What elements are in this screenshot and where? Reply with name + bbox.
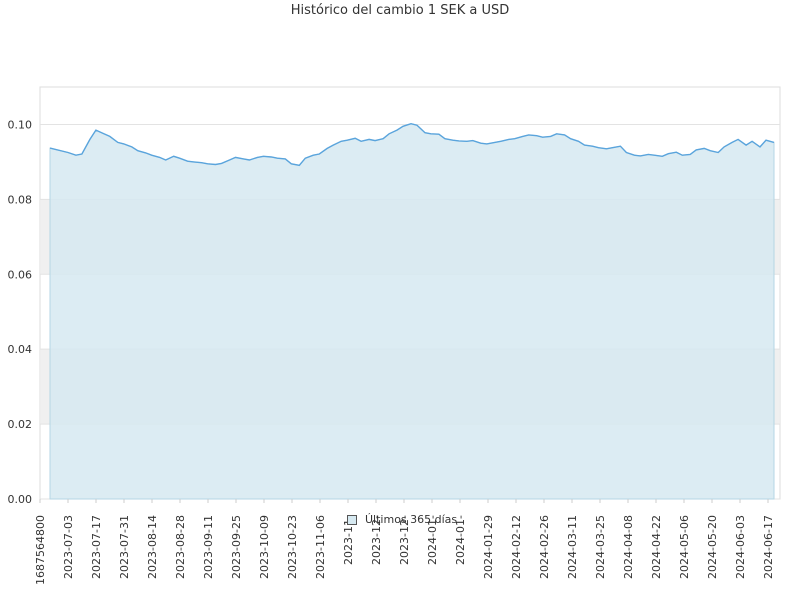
series-area <box>49 123 775 500</box>
x-tick-label: 2023-10-23 <box>286 515 299 579</box>
x-tick-label: 1687564800 <box>34 515 47 585</box>
x-tick-label: 2023-08-14 <box>146 515 159 579</box>
x-tick-label: 2023-08-28 <box>174 515 187 579</box>
x-tick-label: 2024-03-11 <box>566 515 579 579</box>
x-tick-label: 2024-05-20 <box>706 515 719 579</box>
x-tick-label: 2024-01- <box>426 515 439 565</box>
x-tick-label: 2024-06-03 <box>734 515 747 579</box>
series-layer <box>49 122 775 500</box>
legend-swatch <box>347 514 357 525</box>
x-tick-label: 2023-09-11 <box>202 515 215 579</box>
x-tick-label: 2024-06-17 <box>762 515 775 579</box>
y-tick-label: 0.10 <box>8 118 33 131</box>
y-tick-label: 0.02 <box>8 418 33 431</box>
x-tick-label: 2024-01-29 <box>482 515 495 579</box>
y-tick-label: 0.00 <box>8 493 33 506</box>
x-tick-label: 2024-03-25 <box>594 515 607 579</box>
x-tick-label: 2023-11- <box>342 515 355 565</box>
x-tick-label: 2023-09-25 <box>230 515 243 579</box>
x-tick-label: 2024-05-06 <box>678 515 691 579</box>
legend[interactable]: Últimos 365 días <box>347 513 457 526</box>
x-tick-label: 2024-04-08 <box>622 515 635 579</box>
x-tick-label: 2023-12- <box>398 515 411 565</box>
x-tick-label: 2023-07-03 <box>62 515 75 579</box>
x-tick-label: 2023-11-06 <box>314 515 327 579</box>
y-tick-label: 0.06 <box>8 268 33 281</box>
x-axis: 1687564800 2023-07-03 2023-07-17 2023-07-31… <box>34 499 775 585</box>
x-tick-label: 2024-04-22 <box>650 515 663 579</box>
series-line <box>49 122 775 167</box>
x-tick-label: 2024-02-26 <box>538 515 551 579</box>
chart-title: Histórico del cambio 1 SEK a USD <box>290 3 510 18</box>
x-tick-label: 2024-02-12 <box>510 515 523 579</box>
x-tick-label: 2024-01- <box>454 515 467 565</box>
x-tick-label: 2023-12- <box>370 515 383 565</box>
x-tick-label: 2023-07-31 <box>118 515 131 579</box>
y-tick-label: 0.04 <box>8 343 33 356</box>
y-axis: 0.00 0.02 0.04 0.06 0.08 0.10 <box>8 118 33 506</box>
legend-label: Últimos 365 días <box>365 513 458 526</box>
y-tick-label: 0.08 <box>8 193 33 206</box>
x-tick-label: 2023-10-09 <box>258 515 271 579</box>
x-tick-label: 2023-07-17 <box>90 515 103 579</box>
